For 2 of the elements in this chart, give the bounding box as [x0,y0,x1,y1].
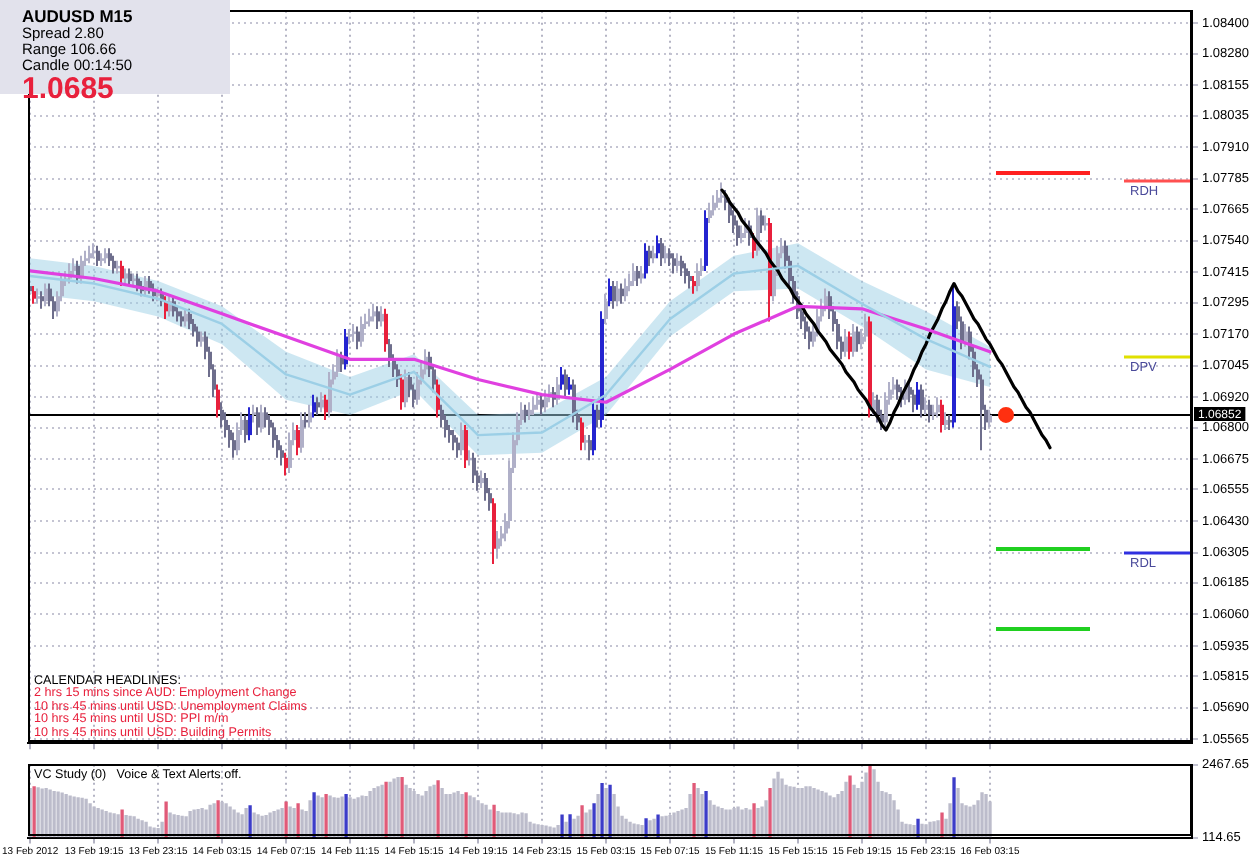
annotation: 1.0685 [22,72,116,106]
chart-title: AUDUSD M15 [22,6,135,26]
